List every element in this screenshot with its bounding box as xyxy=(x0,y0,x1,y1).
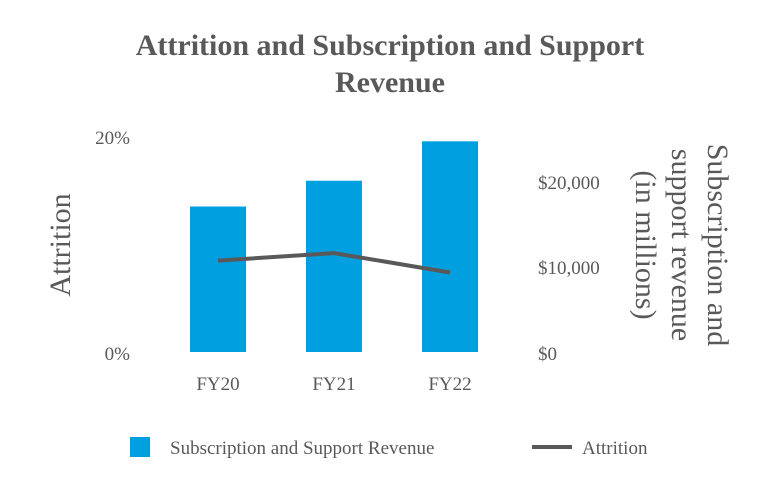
right-tick-0: $0 xyxy=(538,344,557,365)
right-tick-2: $20,000 xyxy=(538,173,600,194)
right-axis-title-line-1: Subscription and xyxy=(701,144,734,347)
legend-bar-swatch xyxy=(130,437,150,457)
legend-bar-label: Subscription and Support Revenue xyxy=(170,438,434,459)
chart-title-line-2: Revenue xyxy=(335,66,445,99)
right-axis-title-line-2: support revenue xyxy=(665,149,698,341)
bar-fy22 xyxy=(422,141,478,352)
bars-group xyxy=(190,141,478,352)
attrition-line xyxy=(217,251,451,275)
x-tick-fy22: FY22 xyxy=(428,374,471,395)
x-tick-fy20: FY20 xyxy=(196,374,239,395)
bar-fy21 xyxy=(306,180,362,352)
chart-title-line-1: Attrition and Subscription and Support xyxy=(136,29,644,62)
left-tick-0: 0% xyxy=(105,344,131,365)
x-tick-fy21: FY21 xyxy=(312,374,355,395)
legend-line-label: Attrition xyxy=(582,438,648,459)
right-axis-title-line-3: (in millions) xyxy=(629,170,662,319)
left-tick-1: 20% xyxy=(95,128,130,149)
left-axis-title: Attrition xyxy=(44,193,77,296)
right-tick-1: $10,000 xyxy=(538,258,600,279)
bar-fy20 xyxy=(190,206,246,352)
